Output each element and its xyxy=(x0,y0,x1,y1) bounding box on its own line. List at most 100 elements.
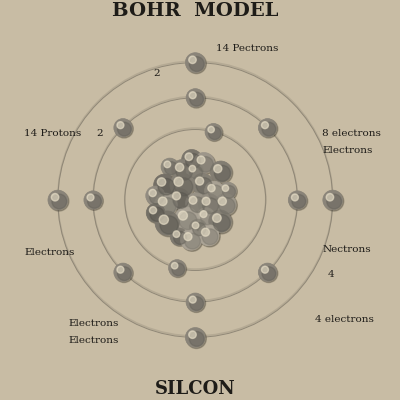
Text: SILCON: SILCON xyxy=(155,380,236,398)
Circle shape xyxy=(198,157,213,172)
Circle shape xyxy=(156,212,181,237)
Circle shape xyxy=(171,229,188,246)
Circle shape xyxy=(154,174,176,196)
Circle shape xyxy=(189,196,197,204)
Circle shape xyxy=(186,54,206,74)
Circle shape xyxy=(202,197,210,205)
Circle shape xyxy=(161,158,178,176)
Text: P: P xyxy=(54,194,62,206)
Circle shape xyxy=(146,204,165,222)
Circle shape xyxy=(146,186,165,205)
Circle shape xyxy=(159,215,168,224)
Circle shape xyxy=(49,191,69,211)
Circle shape xyxy=(156,194,179,217)
Circle shape xyxy=(174,231,187,244)
Circle shape xyxy=(170,173,194,197)
Circle shape xyxy=(212,214,221,222)
Circle shape xyxy=(219,182,236,199)
Circle shape xyxy=(164,161,171,168)
Circle shape xyxy=(168,260,186,276)
Circle shape xyxy=(186,329,206,348)
Circle shape xyxy=(187,294,206,312)
Circle shape xyxy=(117,122,124,129)
Circle shape xyxy=(84,191,102,209)
Circle shape xyxy=(214,165,222,173)
Circle shape xyxy=(182,150,202,170)
Circle shape xyxy=(198,194,220,215)
Circle shape xyxy=(179,212,197,230)
Circle shape xyxy=(189,92,196,99)
Circle shape xyxy=(147,187,166,206)
Circle shape xyxy=(262,122,268,129)
Text: Electrons: Electrons xyxy=(24,248,75,257)
Circle shape xyxy=(194,152,214,173)
Circle shape xyxy=(202,229,218,245)
Circle shape xyxy=(262,122,276,136)
Circle shape xyxy=(52,194,67,209)
Circle shape xyxy=(114,118,132,137)
Circle shape xyxy=(192,222,199,229)
Circle shape xyxy=(190,197,205,212)
Circle shape xyxy=(203,198,218,214)
Circle shape xyxy=(182,230,203,251)
Circle shape xyxy=(196,177,204,185)
Circle shape xyxy=(210,211,233,234)
Circle shape xyxy=(186,154,201,168)
Text: Electrons: Electrons xyxy=(68,336,119,346)
Circle shape xyxy=(192,174,213,195)
Circle shape xyxy=(150,207,157,214)
Circle shape xyxy=(88,194,101,208)
Circle shape xyxy=(219,198,235,214)
Circle shape xyxy=(176,164,192,180)
Circle shape xyxy=(187,90,206,108)
Circle shape xyxy=(197,156,205,164)
Text: 2: 2 xyxy=(153,69,160,78)
Circle shape xyxy=(198,225,219,246)
Circle shape xyxy=(173,192,189,208)
Circle shape xyxy=(200,211,207,218)
Text: 4: 4 xyxy=(328,270,334,278)
Circle shape xyxy=(208,185,223,200)
Circle shape xyxy=(175,178,193,196)
Circle shape xyxy=(198,209,216,227)
Circle shape xyxy=(171,174,195,198)
Circle shape xyxy=(180,229,202,250)
Circle shape xyxy=(202,228,210,236)
Circle shape xyxy=(186,89,204,107)
Circle shape xyxy=(176,208,200,232)
Circle shape xyxy=(189,331,196,338)
Circle shape xyxy=(155,211,179,235)
Circle shape xyxy=(189,165,196,172)
Circle shape xyxy=(208,127,221,140)
Circle shape xyxy=(196,178,212,194)
Circle shape xyxy=(199,226,220,247)
Circle shape xyxy=(193,222,206,236)
Circle shape xyxy=(189,219,207,236)
Circle shape xyxy=(172,262,178,269)
Circle shape xyxy=(189,56,196,64)
Circle shape xyxy=(118,122,131,136)
Circle shape xyxy=(205,124,222,140)
Circle shape xyxy=(174,207,198,231)
Circle shape xyxy=(204,181,224,200)
Circle shape xyxy=(262,266,268,273)
Circle shape xyxy=(170,228,188,245)
Circle shape xyxy=(158,197,167,206)
Circle shape xyxy=(186,162,203,180)
Circle shape xyxy=(220,183,237,200)
Circle shape xyxy=(117,266,124,273)
Circle shape xyxy=(85,192,103,210)
Circle shape xyxy=(154,193,177,216)
Circle shape xyxy=(172,192,180,200)
Circle shape xyxy=(289,192,308,210)
Circle shape xyxy=(176,163,184,172)
Circle shape xyxy=(172,263,185,276)
Circle shape xyxy=(190,220,208,238)
Circle shape xyxy=(216,195,237,216)
Circle shape xyxy=(118,267,131,280)
Circle shape xyxy=(158,178,174,195)
Circle shape xyxy=(186,193,206,214)
Circle shape xyxy=(288,191,307,209)
Text: Nectrons: Nectrons xyxy=(322,245,371,254)
Circle shape xyxy=(327,194,342,209)
